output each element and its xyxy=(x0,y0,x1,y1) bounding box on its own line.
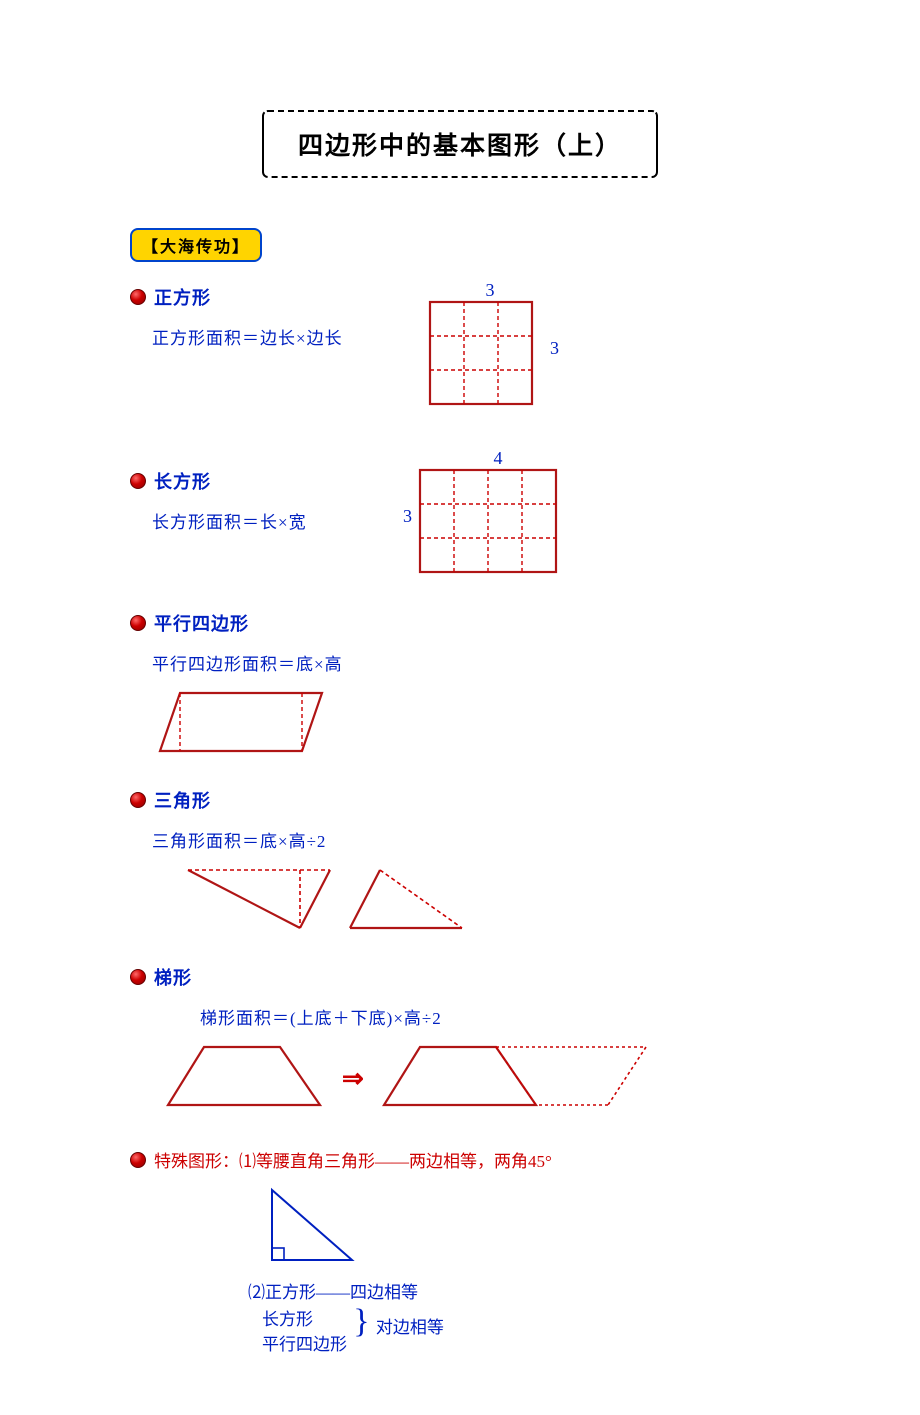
item2-text: 正方形——四边相等 xyxy=(265,1283,418,1302)
bullet-icon xyxy=(130,969,146,985)
section-trapezoid: 梯形 梯形面积＝(上底＋下底)×高÷2 ⇒ xyxy=(130,964,790,1119)
shape-name-trapezoid: 梯形 xyxy=(154,964,192,990)
item2-prefix: ⑵ xyxy=(248,1283,265,1302)
brace-icon: } xyxy=(353,1305,369,1339)
formula-trapezoid: 梯形面积＝(上底＋下底)×高÷2 xyxy=(200,1004,790,1029)
rect-top-label: 4 xyxy=(494,448,503,468)
bullet-icon xyxy=(130,792,146,808)
trapezoid-left xyxy=(160,1039,330,1119)
page: 四边形中的基本图形（上） 【大海传功】 正方形 正方形面积＝边长×边长 3 3 xyxy=(0,0,920,1415)
trapezoid-right xyxy=(376,1039,656,1119)
section-rectangle: 长方形 长方形面积＝长×宽 4 3 xyxy=(130,448,790,588)
formula-triangle: 三角形面积＝底×高÷2 xyxy=(152,827,790,852)
special-item2: ⑵正方形——四边相等 xyxy=(248,1278,790,1303)
shape-name-parallelogram: 平行四边形 xyxy=(154,610,249,636)
page-title: 四边形中的基本图形（上） xyxy=(262,110,658,178)
section-badge: 【大海传功】 xyxy=(130,228,262,262)
shape-name-rectangle: 长方形 xyxy=(154,468,211,494)
brace-line-b: 平行四边形 xyxy=(262,1330,347,1355)
figure-trapezoid: ⇒ xyxy=(160,1039,790,1119)
figure-parallelogram xyxy=(152,685,790,765)
shape-name-triangle: 三角形 xyxy=(154,787,211,813)
section-triangle: 三角形 三角形面积＝底×高÷2 xyxy=(130,787,790,942)
formula-parallelogram: 平行四边形面积＝底×高 xyxy=(152,650,790,675)
brace-right-text: 对边相等 xyxy=(376,1313,444,1338)
rect-left-label: 3 xyxy=(403,506,412,526)
figure-triangle xyxy=(180,862,790,942)
formula-rectangle: 长方形面积＝长×宽 xyxy=(152,508,390,533)
bullet-icon xyxy=(130,289,146,305)
figure-square: 3 3 xyxy=(410,280,570,420)
section-square: 正方形 正方形面积＝边长×边长 3 3 xyxy=(130,280,790,420)
figure-right-triangle xyxy=(260,1182,790,1272)
section-special: 特殊图形：⑴等腰直角三角形——两边相等，两角45° ⑵正方形——四边相等 长方形… xyxy=(130,1147,790,1355)
figure-rectangle: 4 3 xyxy=(390,448,590,588)
special-heading-text: 特殊图形： xyxy=(154,1152,239,1171)
item1-text: 等腰直角三角形——两边相等，两角45° xyxy=(256,1152,552,1171)
bullet-icon xyxy=(130,1152,146,1168)
section-parallelogram: 平行四边形 平行四边形面积＝底×高 xyxy=(130,610,790,765)
bullet-icon xyxy=(130,615,146,631)
brace-group: 长方形 平行四边形 } 对边相等 xyxy=(262,1305,790,1355)
bullet-icon xyxy=(130,473,146,489)
square-right-label: 3 xyxy=(550,338,559,358)
shape-name-square: 正方形 xyxy=(154,284,211,310)
brace-line-a: 长方形 xyxy=(262,1305,347,1330)
formula-square: 正方形面积＝边长×边长 xyxy=(152,324,410,349)
square-top-label: 3 xyxy=(486,280,495,300)
arrow-icon: ⇒ xyxy=(342,1064,364,1094)
special-heading: 特殊图形：⑴等腰直角三角形——两边相等，两角45° xyxy=(154,1147,552,1172)
item1-prefix: ⑴ xyxy=(239,1152,256,1171)
